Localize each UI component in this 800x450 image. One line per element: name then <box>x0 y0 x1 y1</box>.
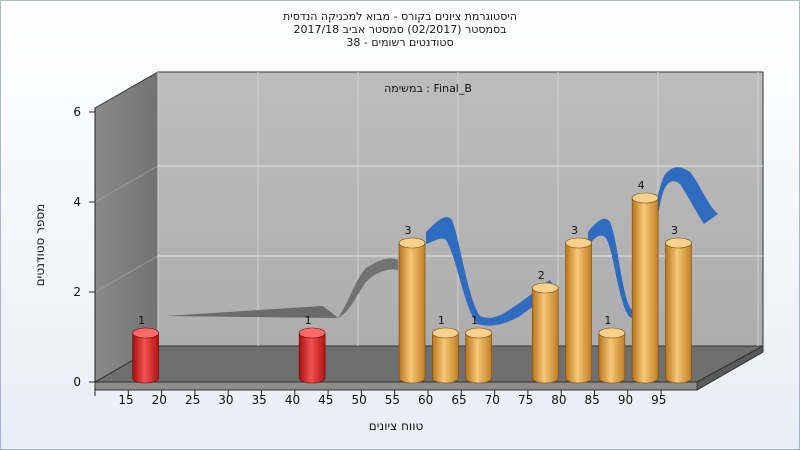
bar-cap <box>132 327 159 339</box>
title-line-2: בסמסטר (02/2017) סמסטר אביב 2017/18 <box>293 23 507 36</box>
bar-value-label: 4 <box>638 179 645 192</box>
y-tick-label: 2 <box>73 285 81 299</box>
x-tick-label: 60 <box>418 393 433 407</box>
bar-body <box>665 242 692 384</box>
bar: 1 <box>465 314 492 384</box>
y-axis-label: מספר סטודנטים <box>33 204 47 287</box>
chart-title: היסטוגרמת ציונים בקורס - מבוא למכניקה הנ… <box>0 10 800 49</box>
bar-body <box>432 332 459 384</box>
bar-cap <box>665 237 692 249</box>
front-slab <box>94 381 698 391</box>
bar-body <box>565 242 592 384</box>
x-tick-label: 15 <box>118 393 133 407</box>
bar-body <box>631 197 659 384</box>
x-axis-label: טווח ציונים <box>369 419 424 433</box>
bar-cap <box>531 282 559 294</box>
x-tick-label: 75 <box>518 393 533 407</box>
bar-value-label: 3 <box>405 224 412 237</box>
gridline-side <box>94 255 159 293</box>
bar-cap <box>298 327 326 339</box>
trend-ribbon-gray-flat <box>167 306 338 318</box>
title-line-3: סטודנטים רשומים - 38 <box>346 36 454 49</box>
bar-body <box>598 332 626 384</box>
bar: 1 <box>132 314 159 384</box>
bar-cap <box>465 327 492 339</box>
bar-value-label: 3 <box>671 224 678 237</box>
bar: 1 <box>598 314 626 384</box>
bar: 4 <box>631 179 659 384</box>
x-tick-label: 70 <box>485 393 500 407</box>
bar: 1 <box>432 314 459 384</box>
bar-cap <box>432 327 459 339</box>
bar-body <box>298 332 326 384</box>
x-tick-label: 90 <box>618 393 633 407</box>
bar-value-label: 3 <box>571 224 578 237</box>
gridline-side <box>94 165 159 203</box>
x-tick-label: 45 <box>318 393 333 407</box>
bar-cap <box>598 327 626 339</box>
trend-curve <box>167 167 718 326</box>
bar-body <box>465 332 492 384</box>
x-tick-label: 25 <box>185 393 200 407</box>
bar: 1 <box>298 314 326 384</box>
x-tick-label: 85 <box>585 393 600 407</box>
bar-body <box>398 242 426 384</box>
trend-ribbon-blue-2 <box>588 167 718 318</box>
back-wall <box>157 71 764 347</box>
bar-cap <box>565 237 592 249</box>
floor <box>93 345 764 383</box>
x-tick-label: 20 <box>152 393 167 407</box>
y-tick-label: 4 <box>73 195 81 209</box>
bar-value-label: 1 <box>138 314 145 327</box>
bar: 3 <box>565 224 592 384</box>
axes-group: 0 2 4 6 15 20 25 30 35 40 45 50 55 60 65 70 75 80 85 90 95 <box>73 105 666 407</box>
x-tick-label: 55 <box>385 393 400 407</box>
x-tick-label: 95 <box>651 393 666 407</box>
x-tick-label: 65 <box>451 393 466 407</box>
bar-value-label: 1 <box>438 314 445 327</box>
x-tick-label: 35 <box>252 393 267 407</box>
trend-ribbon-gray <box>167 258 398 318</box>
bar-value-label: 1 <box>604 314 611 327</box>
chart-annotation: במשימה : Final_B <box>384 82 472 95</box>
x-tick-label: 40 <box>285 393 300 407</box>
bar-body <box>531 287 559 384</box>
bar-cap <box>398 237 426 249</box>
gridlines <box>94 72 763 346</box>
x-tick-label: 30 <box>218 393 233 407</box>
x-tick-label: 50 <box>351 393 366 407</box>
trend-ribbon-blue-1 <box>426 217 556 326</box>
bar-value-label: 1 <box>471 314 478 327</box>
bars-group: 1 1 3 1 1 2 3 1 4 3 <box>132 179 692 384</box>
bar: 3 <box>398 224 426 384</box>
x-tick-label: 80 <box>551 393 566 407</box>
y-tick-label: 6 <box>73 105 81 119</box>
bar-value-label: 1 <box>305 314 312 327</box>
bar-cap <box>631 192 659 204</box>
y-tick-label: 0 <box>73 375 81 389</box>
bar-body <box>132 332 159 384</box>
title-line-1: היסטוגרמת ציונים בקורס - מבוא למכניקה הנ… <box>283 10 517 23</box>
bar: 2 <box>531 269 559 384</box>
bar-value-label: 2 <box>538 269 545 282</box>
bar: 3 <box>665 224 692 384</box>
